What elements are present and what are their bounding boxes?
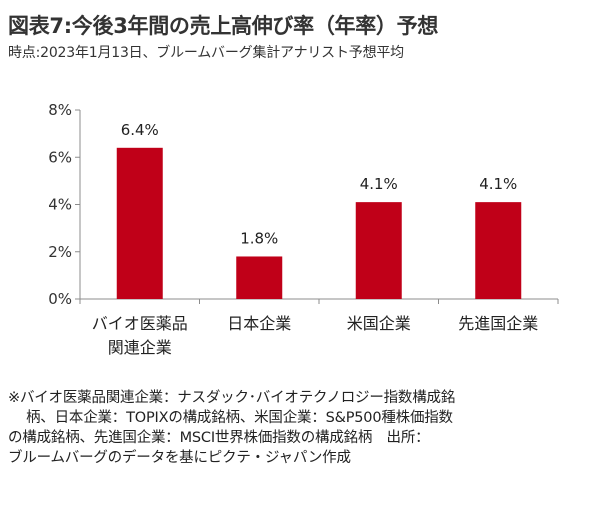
- bar-value-label: 1.8%: [240, 229, 278, 247]
- x-category-label: 関連企業: [108, 338, 172, 357]
- footnote-line-4: ブルームバーグのデータを基にピクテ・ジャパン作成: [8, 450, 351, 466]
- y-tick-label: 4%: [48, 196, 72, 214]
- bar-value-label: 4.1%: [479, 175, 517, 193]
- x-category-label: バイオ医薬品: [92, 314, 188, 333]
- bar: [116, 147, 163, 299]
- footnote-line-1: ※バイオ医薬品関連企業：ナスダック･バイオテクノロジー指数構成銘: [8, 390, 456, 406]
- chart-subtitle: 時点:2023年1月13日、ブルームバーグ集計アナリスト予想平均: [8, 45, 404, 61]
- bar: [475, 202, 522, 299]
- bar: [355, 202, 402, 299]
- y-tick-label: 0%: [48, 290, 72, 308]
- x-category-label: 先進国企業: [458, 314, 538, 333]
- bar: [236, 256, 283, 299]
- bar-value-label: 6.4%: [121, 121, 159, 139]
- footnote-line-2: 柄、日本企業：TOPIXの構成銘柄、米国企業：S&P500種株価指数: [26, 410, 453, 426]
- bar-chart: 0% 2% 4% 6% 8% 6.4% バイオ医薬品関連企業 1.8% 日本企業 4.1% 米国企…: [48, 101, 559, 357]
- footnote-line-3: の構成銘柄、先進国企業：MSCI世界株価指数の構成銘柄 出所：: [8, 430, 430, 446]
- footnote: ※バイオ医薬品関連企業：ナスダック･バイオテクノロジー指数構成銘 柄、日本企業：…: [8, 388, 578, 468]
- x-category-label: 日本企業: [227, 314, 291, 333]
- y-tick-label: 8%: [48, 101, 72, 119]
- bar-value-label: 4.1%: [360, 175, 398, 193]
- chart-title: 図表7:今後3年間の売上高伸び率（年率）予想: [8, 14, 439, 38]
- y-tick-label: 2%: [48, 243, 72, 261]
- x-category-label: 米国企業: [347, 314, 411, 333]
- y-tick-label: 6%: [48, 148, 72, 166]
